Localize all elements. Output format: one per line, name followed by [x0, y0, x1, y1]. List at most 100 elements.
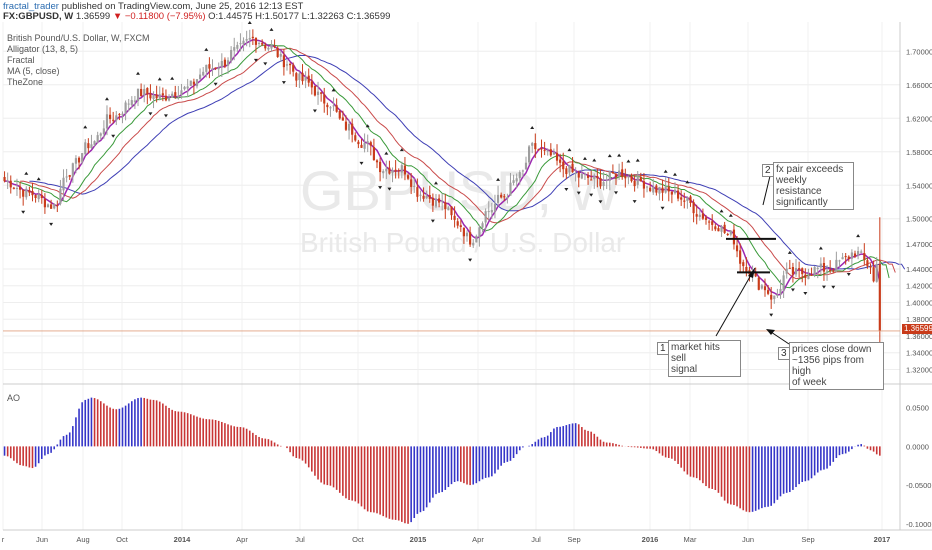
fractal-down-marker — [576, 191, 581, 195]
candle-body — [670, 191, 673, 195]
candle-body — [394, 169, 397, 172]
candle-body — [136, 88, 140, 102]
ohlc-low: L:1.32263 — [301, 11, 344, 22]
candle-body — [152, 95, 155, 100]
candle-body — [267, 47, 270, 50]
candle-body — [71, 163, 74, 177]
candle-body — [649, 187, 652, 192]
fractal-up-marker — [663, 169, 668, 173]
candle-body — [841, 257, 844, 260]
candle-body — [531, 143, 534, 146]
candle-body — [12, 187, 15, 189]
candle-body — [478, 227, 481, 237]
candle-body — [605, 179, 608, 181]
candle-body — [816, 267, 819, 269]
candle-body — [202, 71, 205, 76]
y-tick-label: 1.54000 — [906, 181, 932, 190]
candle-body — [860, 251, 863, 253]
fractal-up-marker — [136, 71, 141, 75]
candle-body — [434, 198, 438, 207]
x-tick-label: Sep — [801, 535, 814, 544]
candle-body — [683, 200, 686, 202]
candle-body — [223, 59, 227, 67]
candle-body — [819, 263, 822, 268]
candle-body — [850, 252, 853, 259]
candle-body — [565, 168, 568, 175]
y-tick-label: 1.32000 — [906, 365, 932, 374]
candle-body — [56, 204, 59, 206]
candle-body — [195, 79, 199, 87]
y-tick-label: 1.34000 — [906, 349, 932, 358]
y-tick-label: 1.47000 — [906, 240, 932, 249]
candle-body — [459, 225, 462, 228]
candle-body — [493, 203, 497, 212]
candle-body — [639, 177, 642, 182]
fractal-up-marker — [592, 158, 597, 162]
candle-body — [732, 229, 736, 245]
candle-body — [754, 272, 757, 277]
indicator-label: Alligator (13, 8, 5) — [7, 44, 79, 54]
fractal-up-marker — [582, 156, 587, 160]
candle-body — [375, 160, 379, 163]
candle-body — [285, 64, 289, 66]
candle-body — [785, 268, 788, 274]
ao-label: AO — [7, 393, 21, 403]
candle-body — [630, 175, 633, 182]
candle-body — [205, 64, 208, 72]
candle-body — [403, 165, 407, 175]
candle-body — [81, 153, 84, 162]
fractal-down-marker — [831, 285, 836, 289]
candle-body — [465, 232, 469, 237]
candle-body — [788, 267, 791, 269]
candle-body — [9, 180, 12, 188]
fractal-up-marker — [384, 151, 389, 155]
candle-body — [810, 274, 813, 276]
x-tick-label: Aug — [76, 535, 89, 544]
candle-body — [537, 149, 540, 151]
candle-body — [84, 142, 87, 155]
fractal-up-marker — [685, 180, 690, 184]
candle-body — [624, 176, 627, 179]
candle-body — [320, 92, 323, 94]
last-price: 1.36599 — [75, 11, 111, 22]
candle-body — [739, 250, 742, 264]
candle-body — [379, 161, 382, 173]
fractal-down-marker — [263, 62, 268, 66]
candle-body — [316, 91, 320, 96]
ohlc-close: C:1.36599 — [346, 11, 391, 22]
candle-body — [15, 188, 19, 190]
candle-body — [717, 228, 720, 232]
fractal-down-marker — [803, 292, 808, 296]
candle-body — [208, 64, 211, 69]
candle-body — [528, 146, 531, 163]
candle-body — [503, 196, 506, 198]
candle-body — [875, 264, 878, 282]
y-tick-label: 1.42000 — [906, 282, 932, 291]
candle-body — [611, 171, 614, 173]
candle-body — [437, 198, 441, 203]
candle-body — [245, 38, 248, 41]
candle-body — [686, 197, 689, 201]
candle-body — [298, 73, 301, 81]
candle-body — [763, 286, 767, 291]
candle-body — [254, 37, 258, 45]
candle-body — [708, 221, 711, 223]
candle-body — [282, 55, 285, 68]
y-tick-label: 1.44000 — [906, 265, 932, 274]
candle-body — [546, 150, 549, 152]
annotation-levels — [3, 175, 900, 345]
candle-body — [230, 50, 233, 61]
fractal-down-marker — [660, 206, 665, 210]
candle-body — [822, 263, 826, 272]
price-change: ▼ −0.11800 (−7.95%) — [112, 11, 206, 22]
candle-body — [220, 61, 223, 68]
candle-body — [425, 195, 428, 199]
fractal-down-marker — [253, 58, 258, 62]
candle-body — [329, 107, 332, 109]
publisher-link[interactable]: fractal_trader — [3, 1, 59, 12]
candle-body — [28, 190, 31, 193]
candle-body — [829, 269, 832, 272]
candle-body — [276, 47, 279, 57]
candle-body — [74, 158, 78, 164]
candle-body — [729, 230, 732, 235]
